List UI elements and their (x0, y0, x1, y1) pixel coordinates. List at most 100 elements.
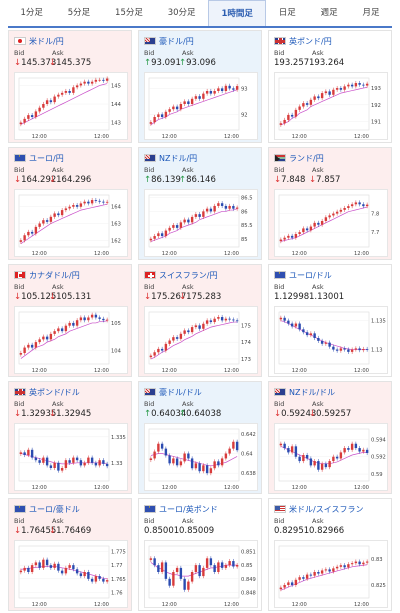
candle-body (220, 203, 224, 206)
candle-body (79, 573, 83, 577)
currency-card[interactable]: 英ポンド/円 Bid Ask 193.257 193.264 193 192 191 12:00… (268, 30, 392, 143)
currency-pair-name[interactable]: カナダドル/円 (29, 270, 80, 280)
candle-body (38, 107, 41, 112)
candle-body (220, 458, 224, 466)
bid-value: ↑93.091 (144, 58, 181, 68)
currency-card[interactable]: NZドル/ドル Bid Ask ↓0.59243 ↓0.59257 0.594 0.592 0… (268, 381, 392, 494)
candle-body (232, 441, 235, 449)
tab-5[interactable]: 1時間足 (208, 0, 267, 26)
candle-body (172, 225, 175, 228)
bid-label: Bid (274, 400, 285, 408)
plot-area (278, 77, 370, 131)
bid-value: 0.82951 (274, 526, 309, 536)
currency-pair-name[interactable]: 豪ドル/ドル (159, 387, 202, 397)
candle-body (320, 340, 324, 344)
currency-card[interactable]: 英ポンド/ドル Bid Ask ↓1.32935 ↓1.32945 1.335 1.33 12… (8, 381, 132, 494)
currency-card[interactable]: ランド/円 Bid Ask ↓7.848 ↓7.857 7.8 7.7 12:00 12:00 (268, 147, 392, 260)
currency-pair-name[interactable]: 米ドル/円 (29, 36, 64, 46)
candle-body (87, 457, 90, 463)
currency-pair-name[interactable]: ユーロ/豪ドル (29, 504, 80, 514)
candlestick-chart[interactable]: 105 104 12:00 12:00 (14, 306, 128, 374)
ask-label: Ask (52, 166, 64, 174)
candlestick-chart[interactable]: 0.851 0.85 0.849 0.848 12:00 12:00 (144, 540, 258, 608)
trend-arrow-icon: ↑ (179, 175, 187, 185)
y-tick-label: 92 (241, 112, 248, 118)
currency-pair-name[interactable]: ランド/円 (289, 153, 324, 163)
tab-4[interactable]: 30分足 (167, 8, 196, 18)
currency-card[interactable]: ユーロ/豪ドルBidAsk↓1.76455↓1.764691.7751.771.… (8, 498, 132, 611)
ask-label: Ask (312, 49, 324, 57)
candle-body (45, 559, 49, 566)
currency-pair-name[interactable]: ユーロ/円 (29, 153, 64, 163)
currency-pair-name[interactable]: NZドル/円 (159, 153, 198, 163)
bid-value: ↑0.64034 (144, 409, 186, 419)
candle-body (213, 565, 216, 572)
candle-body (309, 99, 313, 105)
currency-card[interactable]: カナダドル/円 Bid Ask ↓105.125 ↓105.131 105 104 12:00… (8, 264, 132, 377)
candlestick-chart[interactable]: 164 163 162 12:00 12:00 (14, 189, 128, 257)
candlestick-chart[interactable]: 1.135 1.13 12:00 12:00 (274, 306, 388, 374)
currency-card[interactable]: 豪ドル/円 Bid Ask ↑93.091 ↑93.096 93 92 12:00 12:00 (138, 30, 262, 143)
candlestick-chart[interactable]: 0.642 0.64 0.638 12:00 12:00 (144, 423, 258, 491)
currency-pair-name[interactable]: ユーロ/英ポンド (159, 504, 218, 514)
card-header: 豪ドル/ドル (144, 386, 202, 398)
currency-pair-name[interactable]: スイスフラン/円 (159, 270, 218, 280)
candlestick-chart[interactable]: 145 144 143 12:00 12:00 (14, 72, 128, 140)
candlestick-chart[interactable]: 0.594 0.592 0.59 12:00 12:00 (274, 423, 388, 491)
candle-body (328, 342, 331, 347)
currency-pair-name[interactable]: NZドル/ドル (289, 387, 336, 397)
candlestick-chart[interactable]: 0.83 0.825 12:00 12:00 (274, 540, 388, 608)
y-tick-label: 0.85 (241, 563, 253, 569)
tab-2[interactable]: 5分足 (67, 8, 91, 18)
currency-pair-name[interactable]: 英ポンド/ドル (29, 387, 80, 397)
candle-body (283, 119, 286, 124)
candle-body (79, 203, 83, 207)
candle-body (105, 78, 109, 81)
candle-body (45, 100, 49, 104)
candlestick-chart[interactable]: 7.8 7.7 12:00 12:00 (274, 189, 388, 257)
currency-pair-name[interactable]: 英ポンド/円 (289, 36, 332, 46)
ask-price: 175.283 (186, 292, 222, 302)
candle-body (179, 461, 183, 466)
candlestick-chart[interactable]: 193 192 191 12:00 12:00 (274, 72, 388, 140)
currency-card[interactable]: スイスフラン/円 Bid Ask ↓175.267 ↓175.283 175 174 173 1… (138, 264, 262, 377)
candle-body (157, 114, 160, 117)
candle-body (365, 449, 369, 454)
currency-pair-name[interactable]: 豪ドル/円 (159, 36, 194, 46)
candlestick-chart[interactable]: 93 92 12:00 12:00 (144, 72, 258, 140)
x-tick-label: 12:00 (292, 602, 307, 608)
candle-body (72, 565, 75, 570)
tab-7[interactable]: 週足 (320, 8, 338, 18)
currency-pair-name[interactable]: ユーロ/ドル (289, 270, 332, 280)
candle-body (194, 565, 198, 572)
currency-card[interactable]: 米ドル/スイスフラン Bid Ask 0.82951 0.82966 0.83 0.825 1… (268, 498, 392, 611)
tab-8[interactable]: 月足 (362, 8, 380, 18)
x-tick-label: 12:00 (292, 368, 307, 374)
candle-body (19, 122, 23, 125)
x-tick-label: 12:00 (224, 485, 239, 491)
currency-card[interactable]: 豪ドル/ドル Bid Ask ↑0.64034 ↑0.64038 0.642 0.64 0.6… (138, 381, 262, 494)
ask-price: 105.131 (56, 292, 92, 302)
y-tick-label: 0.592 (371, 455, 386, 461)
moving-average-line (20, 565, 108, 580)
candlestick-chart[interactable]: 175 174 173 12:00 12:00 (144, 306, 258, 374)
tab-1[interactable]: 1分足 (20, 8, 43, 18)
candle-body (343, 448, 346, 453)
candle-body (228, 85, 231, 89)
bid-price: 175.267 (151, 292, 187, 302)
candlestick-chart[interactable]: 1.775 1.77 1.765 1.76 12:00 12:00 (14, 540, 128, 608)
currency-card[interactable]: NZドル/円 Bid Ask ↑86.139 ↑86.146 86.5 86 85.5 85 12… (138, 147, 262, 260)
currency-pair-name[interactable]: 米ドル/スイスフラン (289, 504, 364, 514)
tab-3[interactable]: 15分足 (115, 8, 143, 18)
currency-card[interactable]: 米ドル/円 Bid Ask ↓145.373 ↓145.375 145 144 143 12:0… (8, 30, 132, 143)
candlestick-chart[interactable]: 86.5 86 85.5 85 12:00 12:00 (144, 189, 258, 257)
ask-price: 93.096 (186, 58, 216, 68)
ask-value: ↓164.296 (49, 175, 91, 185)
tab-6[interactable]: 日足 (278, 8, 296, 18)
candlestick-chart[interactable]: 1.335 1.33 12:00 12:00 (14, 423, 128, 491)
candle-body (228, 448, 231, 454)
ask-value: ↑0.64038 (179, 409, 221, 419)
currency-card[interactable]: ユーロ/円BidAsk↓164.292↓164.29616416316212:0… (8, 147, 132, 260)
